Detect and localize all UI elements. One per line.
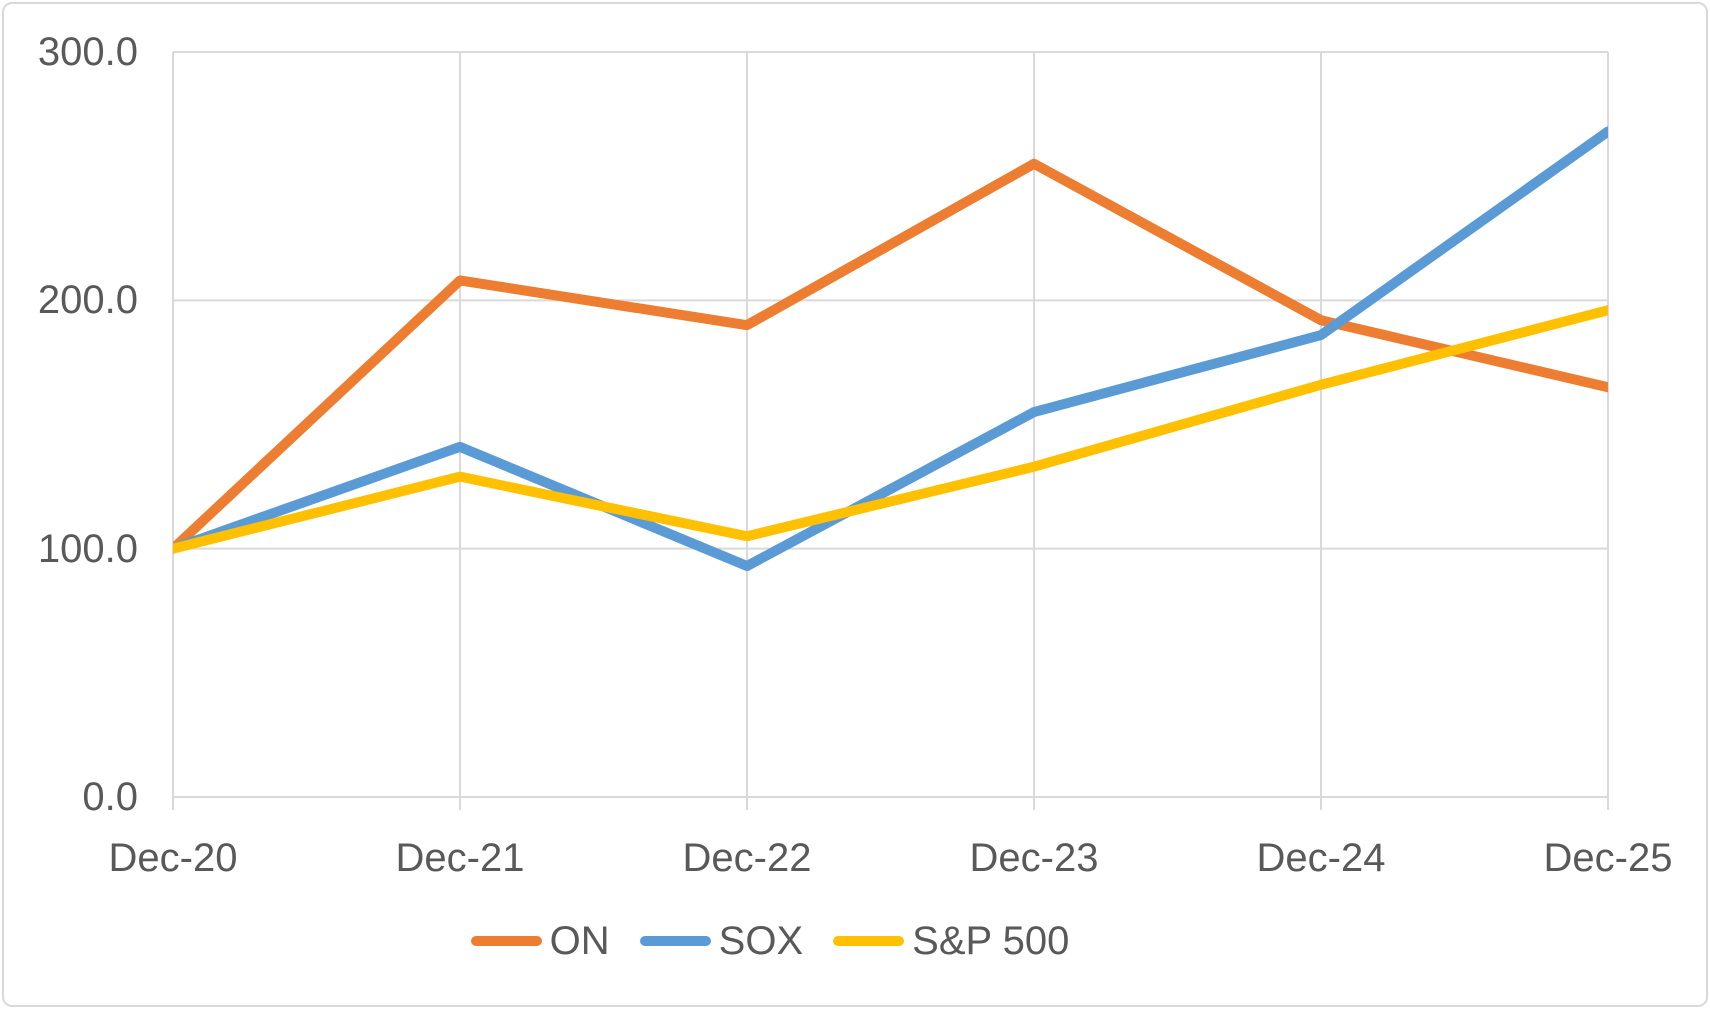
legend-label: S&P 500 — [912, 919, 1070, 963]
y-axis-tick-label: 200.0 — [37, 278, 138, 322]
y-axis-tick-label: 100.0 — [37, 527, 138, 571]
legend-label: ON — [549, 919, 610, 963]
y-axis-tick-label: 300.0 — [37, 30, 138, 74]
x-axis-tick-label: Dec-23 — [969, 836, 1099, 880]
legend-item-sox: SOX — [639, 918, 804, 964]
x-axis-tick-label: Dec-21 — [395, 836, 525, 880]
x-axis-tick-label: Dec-24 — [1256, 836, 1386, 880]
legend-swatch-on — [470, 936, 542, 946]
x-axis-tick-label: Dec-25 — [1543, 836, 1673, 880]
legend-item-sp500: S&P 500 — [833, 918, 1069, 964]
x-axis-tick-label: Dec-20 — [108, 836, 238, 880]
legend-label: SOX — [718, 919, 804, 963]
legend-swatch-sox — [639, 936, 711, 946]
y-axis-tick-label: 0.0 — [82, 775, 138, 819]
legend-swatch-sp500 — [833, 936, 905, 946]
chart-legend: ON SOX S&P 500 — [0, 916, 1540, 966]
x-axis-tick-label: Dec-22 — [682, 836, 812, 880]
legend-item-on: ON — [470, 918, 610, 964]
